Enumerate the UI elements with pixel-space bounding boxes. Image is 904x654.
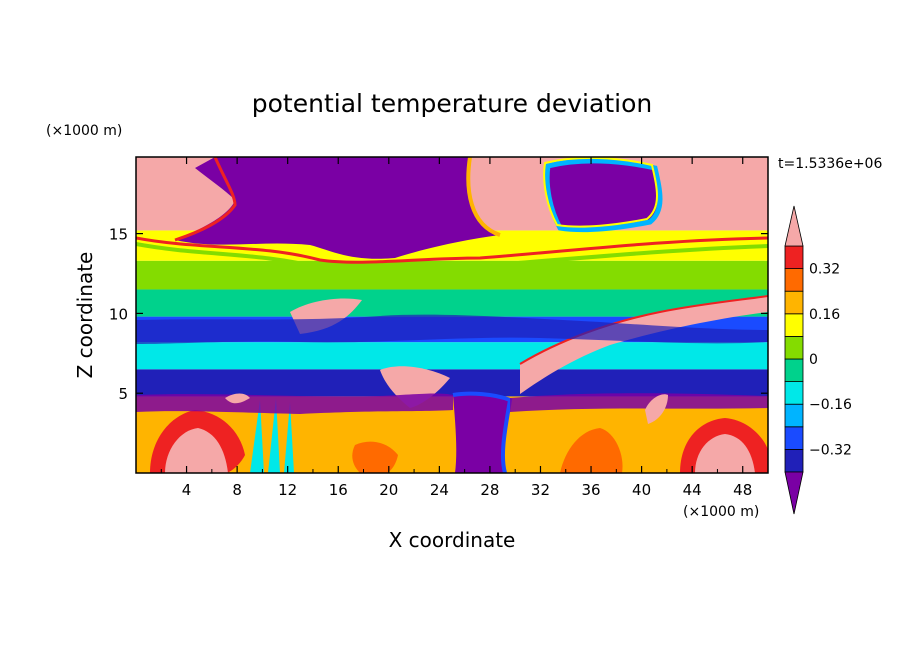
colorbar-bin <box>784 358 804 383</box>
y-tick-label: 15 <box>109 226 128 244</box>
colorbar-bin <box>784 448 804 473</box>
x-axis-title: X coordinate <box>389 528 516 552</box>
x-tick-label: 8 <box>232 481 242 499</box>
x-tick-label: 36 <box>581 481 600 499</box>
colorbar-bin <box>784 313 804 337</box>
colorbar-label: 0.32 <box>809 262 840 278</box>
y-tick-label: 10 <box>109 305 128 323</box>
colorbar-bin <box>784 290 804 315</box>
colorbar-bin <box>784 335 804 360</box>
x-axis-ticks: 4 8 12 16 20 24 28 32 36 40 44 48 <box>160 157 752 499</box>
colorbar-top-triangle <box>784 205 804 247</box>
y-tick-label: 5 <box>118 385 128 403</box>
x-tick-label: 48 <box>733 481 752 499</box>
colorbar-bin <box>784 268 804 292</box>
colorbar-bin <box>784 245 804 270</box>
colorbar-bin <box>784 426 804 450</box>
time-label: t=1.5336e+06 <box>778 156 882 172</box>
colorbar-label: −0.32 <box>809 442 852 458</box>
x-tick-label: 20 <box>379 481 398 499</box>
cold-core-upper-right <box>547 160 660 230</box>
x-tick-label: 44 <box>683 481 702 499</box>
colorbar-bin <box>784 403 804 428</box>
warm-filament-center <box>380 366 450 408</box>
cold-column <box>453 393 510 473</box>
contour-layer-1 <box>136 369 768 397</box>
y-axis-ticks: 5 10 15 <box>109 226 768 403</box>
chart-title: potential temperature deviation <box>252 89 652 118</box>
y-axis-title: Z coordinate <box>73 252 97 379</box>
colorbar-bin <box>784 381 804 405</box>
colorbar-bottom-triangle <box>784 471 804 515</box>
x-tick-label: 24 <box>430 481 449 499</box>
y-unit-label: (×1000 m) <box>46 123 122 139</box>
colorbar-label: 0.16 <box>809 307 840 323</box>
x-tick-label: 12 <box>278 481 297 499</box>
contour-detail <box>136 157 768 473</box>
x-tick-label: 28 <box>480 481 499 499</box>
cold-core-upper-left <box>175 157 500 259</box>
colorbar-label: 0 <box>809 352 818 368</box>
plot-area <box>136 157 768 473</box>
x-tick-label: 40 <box>632 481 651 499</box>
x-unit-label: (×1000 m) <box>683 504 759 520</box>
contour-layer-2 <box>136 342 768 370</box>
colorbar-label: −0.16 <box>809 397 852 413</box>
x-tick-label: 32 <box>531 481 550 499</box>
x-tick-label: 16 <box>329 481 348 499</box>
colorbar: 0.32 0.16 0 −0.16 −0.32 <box>784 205 852 515</box>
plot-frame <box>135 156 769 474</box>
cold-band-mid <box>136 314 768 344</box>
x-tick-label: 4 <box>182 481 192 499</box>
warm-filament-right <box>520 296 768 394</box>
